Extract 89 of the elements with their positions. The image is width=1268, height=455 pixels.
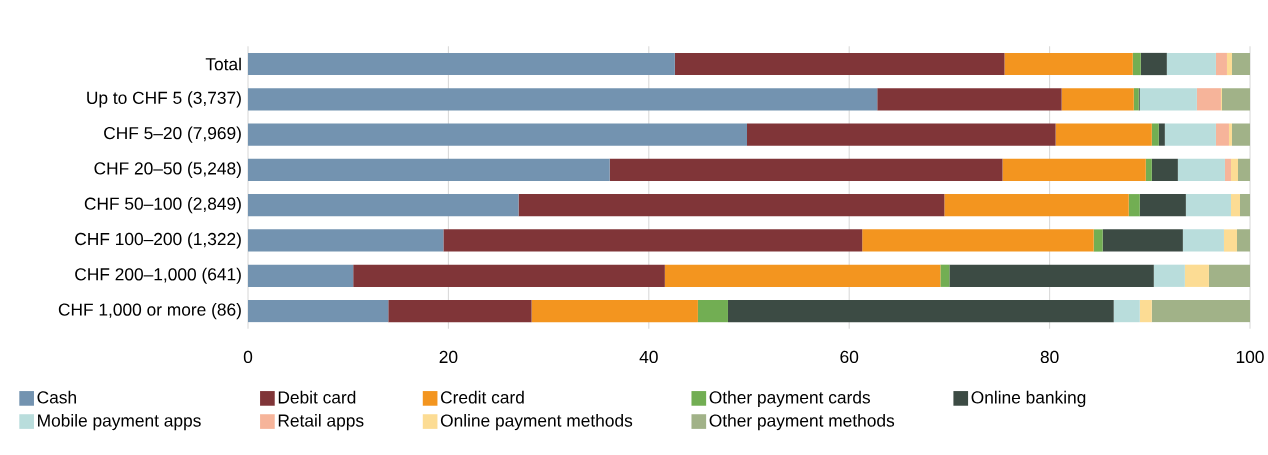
bar [443, 229, 863, 252]
bar [1215, 52, 1227, 76]
bar [1151, 299, 1250, 323]
y-tick-label: CHF 200–1,000 (641) [75, 267, 241, 284]
bar [1061, 88, 1134, 111]
x-tick-label: 100 [1236, 350, 1264, 364]
bar [248, 88, 878, 111]
bar [248, 194, 519, 217]
bar [1182, 229, 1224, 252]
legend-label: Retail apps [278, 413, 364, 431]
bar [949, 264, 1154, 287]
bar [1196, 88, 1221, 111]
bar [248, 123, 747, 146]
bar [1145, 158, 1152, 182]
bar [1139, 88, 1197, 111]
legend-label: Other payment methods [709, 413, 895, 431]
x-tick-label: 20 [439, 350, 458, 364]
bar [248, 299, 389, 323]
bar [674, 52, 1005, 76]
legend-label: Other payment cards [709, 390, 871, 407]
bar [877, 88, 1062, 111]
bar [609, 158, 1003, 182]
bar [1230, 158, 1238, 182]
bar [353, 264, 665, 287]
bar [1224, 158, 1231, 182]
bar [664, 264, 941, 287]
y-tick-label: Total [205, 57, 241, 71]
bar [1113, 299, 1140, 323]
bar [1004, 52, 1133, 76]
bar [1093, 229, 1103, 252]
bar [1166, 52, 1216, 76]
bar [1140, 52, 1167, 76]
bar [1237, 158, 1250, 182]
bar [1158, 123, 1165, 146]
bar [1139, 299, 1152, 323]
bar [727, 299, 1114, 323]
legend-label: Mobile payment apps [38, 413, 201, 431]
bar [1151, 158, 1178, 182]
y-tick-label: CHF 20–50 (5,248) [94, 161, 241, 178]
bar [747, 123, 1056, 146]
bar [862, 229, 1094, 252]
bar [388, 299, 532, 323]
x-tick-label: 0 [243, 350, 253, 364]
y-tick-label: CHF 5–20 (7,969) [104, 126, 241, 143]
bar [1185, 194, 1231, 217]
bar [1228, 123, 1232, 146]
x-tick-label: 60 [840, 350, 859, 364]
bar [1002, 158, 1146, 182]
bar [1164, 123, 1216, 146]
bar [1151, 123, 1159, 146]
legend-label: Debit card [278, 390, 356, 404]
legend-label: Online payment methods [440, 413, 633, 431]
bar [1223, 229, 1237, 252]
bar [248, 52, 675, 76]
bar [248, 158, 610, 182]
bar [944, 194, 1129, 217]
bar [1184, 264, 1209, 287]
bar [1226, 52, 1232, 76]
bar [1221, 88, 1250, 111]
legend-label: Online banking [971, 390, 1086, 407]
legend-label: Credit card [440, 390, 524, 404]
bar [1139, 194, 1186, 217]
bar [531, 299, 698, 323]
bar [1128, 194, 1140, 217]
bar [1055, 123, 1152, 146]
bar [1102, 229, 1183, 252]
bar [1133, 88, 1139, 111]
bar [1231, 123, 1250, 146]
bar [1230, 194, 1240, 217]
x-tick-label: 80 [1040, 350, 1059, 364]
x-tick-label: 40 [639, 350, 658, 364]
bar [940, 264, 950, 287]
y-tick-label: Up to CHF 5 (3,737) [87, 91, 241, 108]
y-tick-label: CHF 50–100 (2,849) [84, 197, 241, 214]
bar [1231, 52, 1250, 76]
bar [248, 264, 354, 287]
bar [1132, 52, 1141, 76]
bar [248, 229, 444, 252]
bar [1208, 264, 1250, 287]
y-tick-label: CHF 1,000 or more (86) [58, 303, 241, 320]
bar [697, 299, 728, 323]
bar [1153, 264, 1185, 287]
bar [1215, 123, 1229, 146]
bar [518, 194, 945, 217]
legend-label: Cash [37, 390, 76, 404]
bar [1177, 158, 1225, 182]
bar [1239, 194, 1250, 217]
bar [1236, 229, 1250, 252]
y-tick-label: CHF 100–200 (1,322) [75, 232, 241, 249]
